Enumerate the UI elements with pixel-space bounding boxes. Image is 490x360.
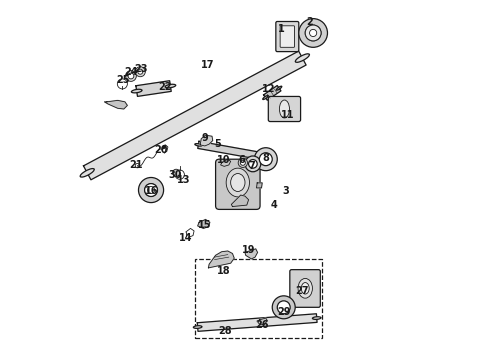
Text: 15: 15 (198, 220, 212, 230)
FancyBboxPatch shape (280, 26, 294, 47)
Circle shape (125, 71, 136, 81)
Text: 25: 25 (116, 75, 130, 85)
Text: 29: 29 (277, 307, 291, 317)
Text: 24: 24 (124, 67, 138, 77)
Text: 6: 6 (238, 155, 245, 165)
Text: 19: 19 (242, 245, 255, 255)
Circle shape (145, 184, 157, 197)
Text: 3: 3 (283, 186, 290, 196)
Text: 8: 8 (262, 153, 269, 163)
Text: 4: 4 (270, 200, 277, 210)
Circle shape (172, 169, 180, 176)
Circle shape (128, 73, 134, 79)
FancyBboxPatch shape (269, 96, 300, 122)
Circle shape (272, 296, 295, 319)
Text: 20: 20 (154, 144, 168, 154)
Ellipse shape (279, 100, 290, 118)
Bar (195, 259, 322, 338)
Text: 2: 2 (306, 17, 313, 27)
Ellipse shape (195, 144, 202, 146)
FancyBboxPatch shape (290, 270, 320, 307)
FancyBboxPatch shape (276, 22, 299, 51)
Text: 16: 16 (145, 186, 158, 197)
Circle shape (245, 156, 261, 172)
Polygon shape (104, 100, 127, 109)
Circle shape (254, 148, 277, 171)
Ellipse shape (261, 156, 268, 158)
Polygon shape (136, 81, 171, 96)
Polygon shape (83, 51, 306, 180)
Circle shape (147, 186, 155, 194)
Polygon shape (200, 135, 213, 146)
Ellipse shape (301, 283, 309, 294)
Ellipse shape (276, 86, 282, 90)
Circle shape (248, 159, 257, 168)
Circle shape (238, 158, 247, 167)
Circle shape (145, 184, 157, 197)
Text: 7: 7 (249, 161, 256, 171)
Circle shape (299, 19, 327, 47)
Polygon shape (197, 220, 210, 228)
Polygon shape (245, 249, 258, 259)
Ellipse shape (80, 168, 94, 177)
Text: 21: 21 (129, 159, 143, 170)
Ellipse shape (165, 84, 176, 88)
Polygon shape (197, 314, 317, 331)
Circle shape (310, 30, 317, 37)
Text: 17: 17 (200, 60, 214, 70)
Ellipse shape (194, 326, 202, 328)
Circle shape (305, 25, 321, 41)
Ellipse shape (298, 278, 313, 298)
Ellipse shape (231, 174, 245, 192)
Text: 18: 18 (217, 266, 230, 276)
Circle shape (138, 69, 143, 74)
Circle shape (277, 301, 290, 314)
Text: 28: 28 (219, 326, 232, 336)
Ellipse shape (313, 317, 321, 319)
Text: 27: 27 (295, 286, 309, 296)
Text: 23: 23 (134, 64, 148, 74)
Text: 12: 12 (262, 84, 275, 94)
Circle shape (259, 153, 272, 166)
Polygon shape (256, 183, 262, 188)
Text: 9: 9 (201, 133, 208, 143)
Text: 14: 14 (179, 233, 193, 243)
Ellipse shape (263, 95, 268, 99)
Text: 26: 26 (255, 320, 269, 330)
Polygon shape (220, 159, 231, 166)
Circle shape (240, 160, 245, 165)
Text: 11: 11 (281, 111, 294, 121)
Text: 30: 30 (169, 170, 182, 180)
Ellipse shape (226, 168, 249, 197)
Text: 10: 10 (217, 155, 230, 165)
Text: 13: 13 (177, 175, 191, 185)
Text: 22: 22 (159, 82, 172, 92)
Circle shape (139, 177, 164, 203)
Polygon shape (264, 86, 281, 100)
Polygon shape (231, 195, 248, 207)
Polygon shape (198, 141, 266, 160)
Text: 1: 1 (277, 24, 284, 35)
Text: 5: 5 (215, 139, 221, 149)
Circle shape (305, 25, 321, 41)
Polygon shape (208, 251, 234, 268)
Polygon shape (258, 318, 267, 325)
Circle shape (135, 67, 146, 77)
FancyBboxPatch shape (216, 159, 260, 210)
Ellipse shape (295, 54, 309, 62)
Ellipse shape (131, 89, 142, 93)
